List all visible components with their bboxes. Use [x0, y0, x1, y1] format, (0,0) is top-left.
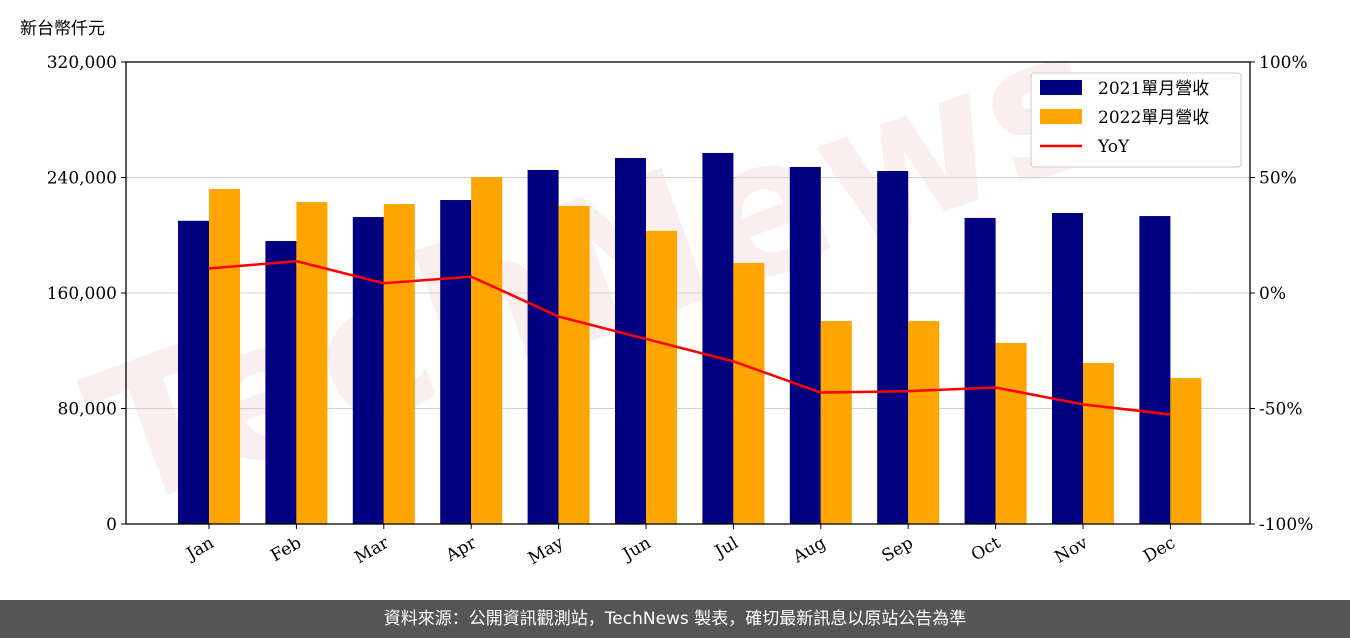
x-tick-label: Jan — [182, 533, 218, 565]
plot-frame — [125, 61, 1251, 525]
bar-2022-may — [558, 205, 590, 524]
bar-2022-aug — [820, 321, 852, 524]
legend-swatch — [1040, 109, 1082, 124]
bar-2022-jan — [209, 189, 240, 525]
bar-2022-dec — [1170, 378, 1202, 524]
y-tick-label: 320,000 — [47, 53, 117, 73]
bar-2021-jan — [178, 220, 209, 524]
legend-box — [1030, 72, 1242, 168]
bar-2021-dec — [1139, 216, 1171, 524]
y-tick-label: 0 — [106, 515, 117, 535]
y-axis-unit-label: 新台幣仟元 — [20, 19, 105, 39]
bar-2021-mar — [352, 217, 384, 524]
x-tick-label: Nov — [1051, 533, 1091, 568]
y2-tick-label: 0% — [1259, 284, 1286, 304]
bar-2021-oct — [964, 217, 996, 525]
source-footer: 資料來源：公開資訊觀測站，TechNews 製表，確切最新訊息以原站公告為準 — [0, 600, 1350, 638]
bar-2021-sep — [877, 171, 909, 525]
bar-2022-mar — [383, 204, 415, 524]
y2-tick-label: -50% — [1259, 400, 1303, 420]
y-tick-label: 80,000 — [58, 400, 117, 420]
yoy-line — [208, 259, 1171, 416]
legend-swatch — [1040, 80, 1082, 95]
bar-2021-feb — [265, 241, 297, 524]
x-tick-label: Oct — [968, 533, 1004, 566]
y2-tick-label: -100% — [1259, 515, 1313, 535]
x-tick-label: May — [525, 533, 568, 569]
x-tick-label: Jun — [618, 533, 655, 566]
legend-label: YoY — [1097, 137, 1130, 157]
bar-2022-sep — [908, 321, 940, 524]
bar-2022-jul — [733, 262, 765, 524]
x-tick-label: Aug — [789, 533, 830, 568]
bar-2021-may — [527, 169, 559, 524]
bar-2022-feb — [296, 202, 328, 524]
x-tick-label: Dec — [1140, 533, 1179, 567]
legend-label: 2022單月營收 — [1098, 108, 1209, 128]
bar-2021-nov — [1052, 213, 1083, 525]
x-tick-label: Feb — [267, 533, 305, 566]
legend-label: 2021單月營收 — [1098, 79, 1209, 99]
bar-2022-nov — [1083, 363, 1114, 524]
x-tick-label: Apr — [442, 533, 481, 567]
bar-2022-apr — [471, 177, 503, 524]
bar-2021-apr — [440, 200, 472, 524]
y-tick-label: 160,000 — [47, 284, 117, 304]
y2-tick-label: 50% — [1259, 169, 1297, 189]
x-tick-label: Mar — [351, 533, 393, 569]
y-tick-label: 240,000 — [47, 169, 117, 189]
y2-tick-label: 100% — [1259, 53, 1308, 73]
bar-2022-jun — [646, 230, 677, 524]
bar-2021-aug — [789, 166, 821, 524]
revenue-chart: TechNews080,000160,000240,000320,000-100… — [47, 0, 1314, 569]
bar-2022-oct — [995, 342, 1027, 524]
x-tick-label: Jul — [710, 533, 742, 563]
x-tick-label: Sep — [878, 533, 916, 567]
bar-2021-jul — [702, 152, 734, 525]
bar-2021-jun — [615, 158, 646, 524]
